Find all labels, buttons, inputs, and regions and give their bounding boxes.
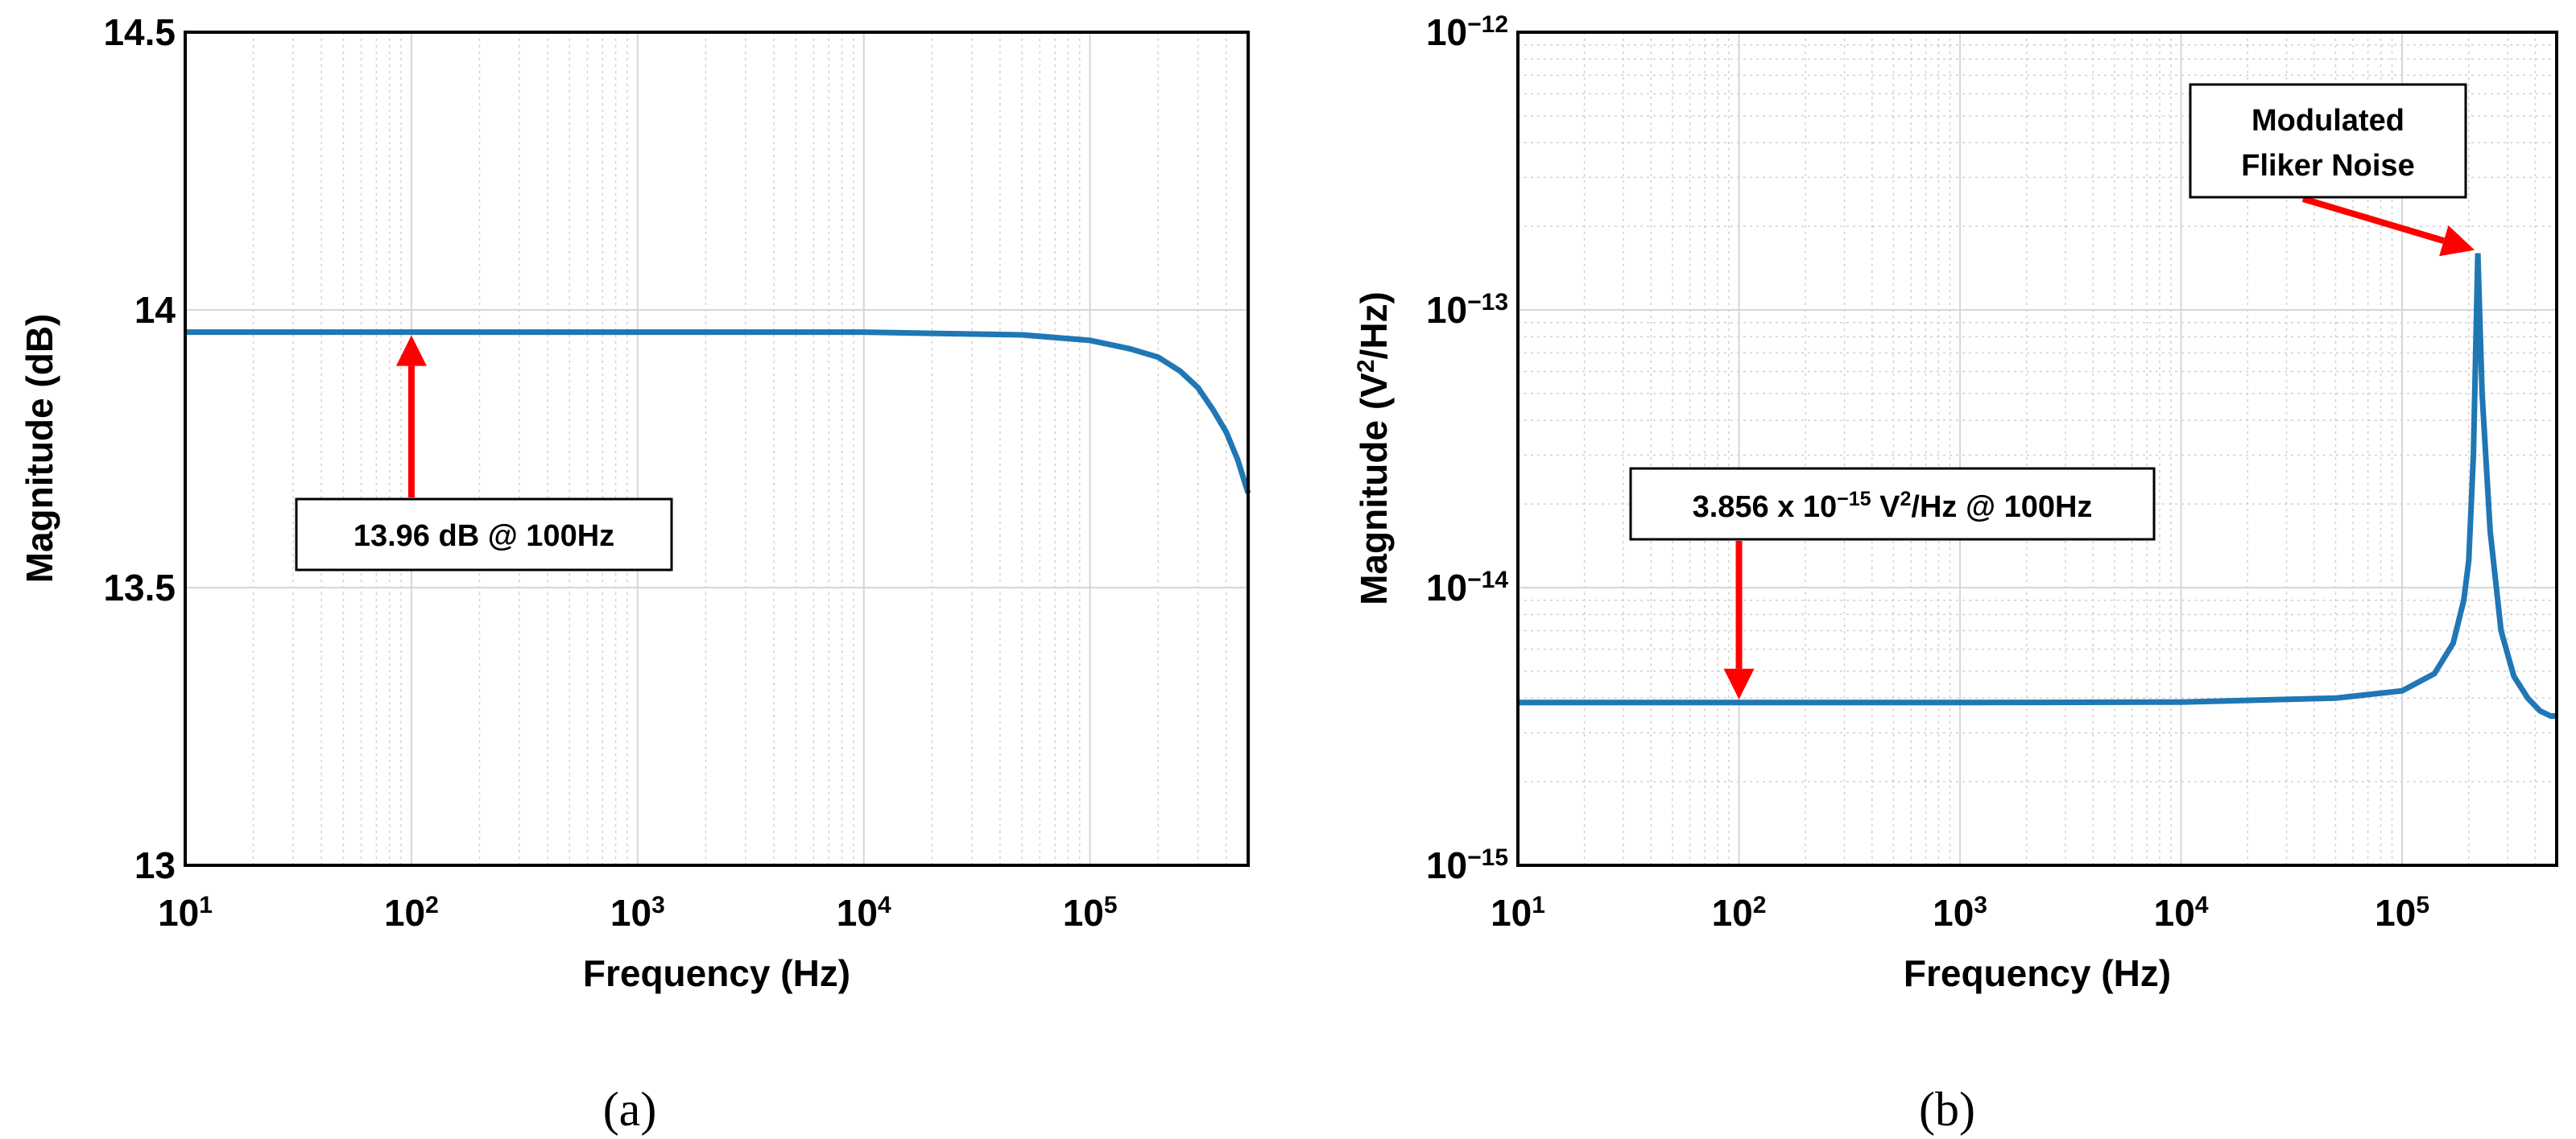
chart-b-x-tick-labels: 101 102 103 104 105 xyxy=(1491,892,2429,935)
chart-a-annotation-arrow-head xyxy=(395,335,427,366)
chart-a-y-tick-labels: 13 13.5 14 14.5 xyxy=(103,11,176,886)
chart-b-y-axis-label: Magnitude (V2/Hz) xyxy=(1353,291,1396,605)
chart-a-annotation: 13.96 dB @ 100Hz xyxy=(295,335,673,572)
x-tick-label: 102 xyxy=(384,892,439,935)
chart-a-grid xyxy=(184,32,1249,865)
chart-b-annotation-value-arrow-head xyxy=(1723,668,1755,699)
x-tick-label: 104 xyxy=(837,892,891,935)
x-tick-label: 105 xyxy=(2375,892,2429,935)
chart-b-annotation-peak-arrow-head xyxy=(2439,225,2475,257)
chart-b-annotation-value-text: 3.856 x 10−15 V2/Hz @ 100Hz xyxy=(1693,488,2093,524)
chart-b-annotation-peak-line-1: Modulated xyxy=(2251,104,2404,138)
chart-b-annotation-value-box xyxy=(1629,467,2156,541)
chart-b-subfigure-label: (b) xyxy=(1919,1083,1975,1136)
y-tick-label: 10−14 xyxy=(1426,567,1508,609)
chart-b-x-axis-label: Frequency (Hz) xyxy=(1904,952,2171,994)
chart-a-plot-frame xyxy=(184,31,1250,867)
chart-b-plot-frame xyxy=(1516,31,2558,867)
chart-a-subfigure-label: (a) xyxy=(603,1083,657,1136)
chart-b-annotation-peak-line-2: Fliker Noise xyxy=(2241,149,2414,183)
x-tick-label: 102 xyxy=(1712,892,1767,935)
chart-b-y-tick-labels: 10−15 10−14 10−13 10−12 xyxy=(1426,11,1508,887)
y-tick-label: 13.5 xyxy=(103,567,176,609)
chart-a-y-axis-label: Magnitude (dB) xyxy=(19,314,60,584)
x-tick-label: 101 xyxy=(1491,892,1545,935)
y-tick-label: 10−13 xyxy=(1426,289,1508,332)
y-tick-label: 13 xyxy=(134,844,176,886)
x-tick-label: 103 xyxy=(1933,892,1987,935)
chart-a-x-tick-labels: 101 102 103 104 105 xyxy=(158,892,1118,935)
y-tick-label: 14 xyxy=(134,289,176,331)
chart-a-series-line xyxy=(185,329,1251,494)
y-tick-label: 10−12 xyxy=(1426,11,1508,54)
y-tick-label: 10−15 xyxy=(1426,844,1508,887)
chart-b-annotation-peak-box xyxy=(2189,83,2467,199)
chart-a-x-axis-label: Frequency (Hz) xyxy=(583,952,850,994)
chart-b-series-line xyxy=(1518,253,2557,719)
chart-b-annotation-peak: Modulated Fliker Noise xyxy=(2189,83,2475,257)
chart-a: 101 102 103 104 105 13 13.5 14 14.5 Frequency (… xyxy=(19,11,1251,1136)
chart-a-annotation-text: 13.96 dB @ 100Hz xyxy=(354,519,614,553)
chart-a-annotation-box xyxy=(295,497,673,572)
chart-b-annotation-value: 3.856 x 10−15 V2/Hz @ 100Hz xyxy=(1629,467,2156,699)
x-tick-label: 103 xyxy=(610,892,665,935)
x-tick-label: 101 xyxy=(158,892,213,935)
x-tick-label: 105 xyxy=(1063,892,1118,935)
chart-b-annotation-peak-arrow-shaft xyxy=(2301,196,2445,244)
chart-b: 101 102 103 104 105 10−15 10−14 10−13 10−12 Fre… xyxy=(1353,11,2558,1136)
y-tick-label: 14.5 xyxy=(103,11,176,53)
x-tick-label: 104 xyxy=(2154,892,2209,935)
